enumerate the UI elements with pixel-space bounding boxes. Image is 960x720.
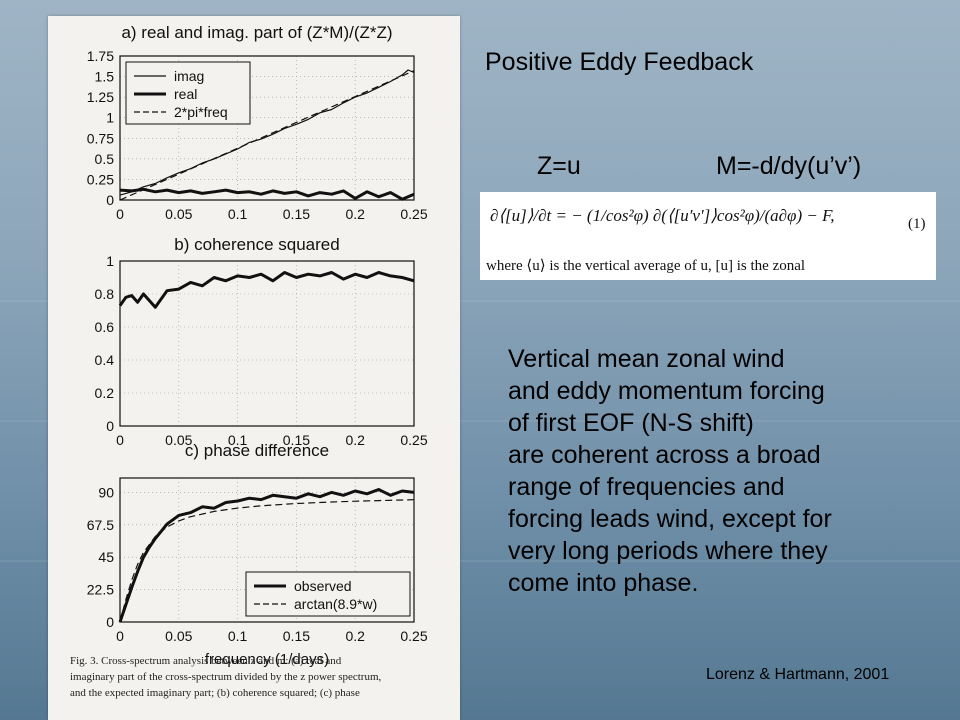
y-tick-label: 0 [106,192,114,208]
series-line [118,488,415,623]
y-tick-label: 22.5 [87,582,114,598]
x-tick-label: 0.2 [345,628,365,644]
plot-frame [119,477,415,623]
legend-label: observed [294,578,352,594]
figure-caption-line: and the expected imaginary part; (b) coh… [70,687,360,699]
y-tick-label: 0.2 [95,385,115,401]
y-tick-label: 45 [98,549,114,565]
series-line [119,499,415,623]
scanned-figure: a) real and imag. part of (Z*M)/(Z*Z) 0 0.… [48,16,460,720]
x-tick-label: 0.05 [165,432,192,448]
y-tick-label: 0 [106,418,114,434]
citation: Lorenz & Hartmann, 2001 [706,666,890,683]
series-line [118,271,415,309]
z-definition: Z=u [537,152,581,180]
legend-label: real [174,86,197,102]
x-tick-label: 0 [116,628,124,644]
description-line: and eddy momentum forcing [508,377,825,405]
plot-frame [119,55,415,201]
figure-caption-line: Fig. 3. Cross-spectrum analysis between … [70,655,342,667]
figure-svg: a) real and imag. part of (Z*M)/(Z*Z) 0 0.… [70,23,428,699]
m-definition: M=-d/dy(u’v’) [716,152,862,180]
legend-label: 2*pi*freq [174,104,228,120]
y-tick-label: 0.8 [95,286,115,302]
x-tick-label: 0.1 [228,432,248,448]
legend-label: imag [174,68,204,84]
description-line: forcing leads wind, except for [508,505,832,533]
description-line: of first EOF (N-S shift) [508,409,754,437]
y-tick-label: 90 [98,484,114,500]
x-tick-label: 0.05 [165,628,192,644]
y-tick-label: 1.75 [87,48,114,64]
series-line [119,69,415,196]
chart-title: a) real and imag. part of (Z*M)/(Z*Z) [121,23,392,42]
description-text: Vertical mean zonal wind and eddy moment… [508,343,948,599]
series-line [119,187,415,201]
x-tick-label: 0.25 [400,628,427,644]
water-band [0,420,960,422]
plot-frame [119,260,415,427]
x-tick-label: 0.2 [345,206,365,222]
description-line: range of frequencies and [508,473,785,501]
x-tick-label: 0.15 [283,206,310,222]
equation-number: (1) [908,216,926,232]
description-line: are coherent across a broad [508,441,821,469]
x-tick-label: 0.15 [283,432,310,448]
figure-caption-line: imaginary part of the cross-spectrum div… [70,671,382,683]
legend-label: arctan(8.9*w) [294,596,377,612]
chart-title: b) coherence squared [174,235,339,254]
series-line [119,70,415,201]
description-line: Vertical mean zonal wind [508,345,785,373]
water-band [0,560,960,562]
x-tick-label: 0.1 [228,628,248,644]
y-tick-label: 0.6 [95,319,115,335]
x-tick-label: 0.15 [283,628,310,644]
slide-title: Positive Eddy Feedback [485,48,754,76]
legend-box [245,571,411,617]
x-tick-label: 0.25 [400,432,427,448]
description-line: very long periods where they [508,537,828,565]
chart-title: c) phase difference [185,441,329,460]
y-tick-label: 0.25 [87,171,114,187]
y-tick-label: 0.4 [95,352,115,368]
y-tick-label: 1.5 [95,69,115,85]
y-tick-label: 67.5 [87,517,114,533]
x-tick-label: 0 [116,432,124,448]
equation-image: ∂⟨[u]⟩/∂t = − (1/cos²φ) ∂(⟨[u′v′]⟩cos²φ)… [480,192,936,280]
x-tick-label: 0.1 [228,206,248,222]
x-tick-label: 0.2 [345,432,365,448]
water-band [0,300,960,302]
equation-text: ∂⟨[u]⟩/∂t = − (1/cos²φ) ∂(⟨[u′v′]⟩cos²φ)… [490,206,835,225]
y-tick-label: 0.5 [95,151,115,167]
x-tick-label: 0.05 [165,206,192,222]
y-tick-label: 0.75 [87,130,114,146]
equation-footnote: where ⟨u⟩ is the vertical average of u, … [486,258,806,274]
x-axis-label: frequency (1/days) [205,651,329,668]
y-tick-label: 1.25 [87,89,114,105]
y-tick-label: 1 [106,110,114,126]
description-line: come into phase. [508,569,699,597]
y-tick-label: 0 [106,614,114,630]
x-tick-label: 0.25 [400,206,427,222]
y-tick-label: 1 [106,253,114,269]
x-tick-label: 0 [116,206,124,222]
